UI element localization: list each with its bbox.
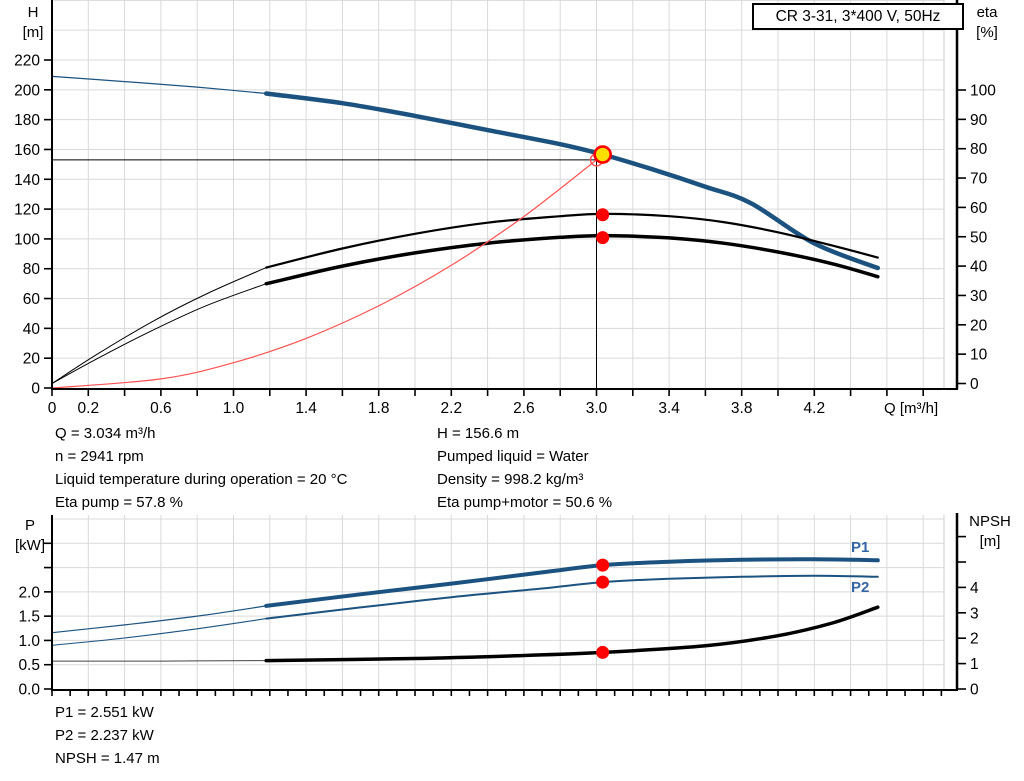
p2-point <box>596 575 610 589</box>
tick-label-x: 2.6 <box>513 400 535 417</box>
tick-label-right: 70 <box>970 171 988 188</box>
tick-label-right: 20 <box>970 317 988 334</box>
tick-label-x: 3.0 <box>586 400 608 417</box>
tick-label-right: 50 <box>970 229 988 246</box>
p-axis-unit: [kW] <box>15 537 45 554</box>
p2-curve-label: P2 <box>851 579 870 596</box>
tick-label-right: 1 <box>970 656 979 673</box>
operating-point <box>593 145 612 164</box>
tick-label-x: 1.8 <box>368 400 390 417</box>
eta-pump <box>265 212 879 269</box>
p1-ext <box>51 605 267 634</box>
tick-label-left: 1.0 <box>18 633 40 650</box>
tick-label-x: 0 <box>48 400 57 417</box>
tick-label-right: 0 <box>970 682 979 699</box>
p1-curve-label: P1 <box>851 539 870 556</box>
tick-label-x: 3.8 <box>731 400 753 417</box>
p1 <box>264 557 880 608</box>
annotation-p2: P2 = 2.237 kW <box>55 727 154 744</box>
npsh-axis-title: NPSH [m] <box>958 512 1022 552</box>
tick-label-right: 40 <box>970 259 988 276</box>
tick-label-x: 0.6 <box>150 400 172 417</box>
eta-pump-motor-point <box>596 231 610 245</box>
tick-label-x: 1.4 <box>295 400 317 417</box>
annotation-npsh: NPSH = 1.47 m <box>55 750 160 767</box>
pump-title-box: CR 3-31, 3*400 V, 50Hz <box>752 3 964 30</box>
tick-label-left: 0.0 <box>18 682 40 699</box>
eta-axis-title: eta [%] <box>963 3 1011 43</box>
eta-pump-motor <box>264 233 880 286</box>
h-axis-symbol: H <box>27 4 39 21</box>
tick-label-left: 140 <box>14 172 40 189</box>
tick-label-x: 2.2 <box>441 400 463 417</box>
tick-label-left: 120 <box>14 202 40 219</box>
tick-label-left: 220 <box>14 53 40 70</box>
tick-label-left: 80 <box>23 261 41 278</box>
annotation-head: H = 156.6 m <box>437 425 520 442</box>
p-axis-title: P [kW] <box>8 516 52 556</box>
p-axis-symbol: P <box>24 517 35 534</box>
annotation-temperature: Liquid temperature during operation = 20… <box>55 471 348 488</box>
tick-label-right: 90 <box>970 112 988 129</box>
eta-pump-point <box>596 208 610 222</box>
p1-point <box>596 558 610 572</box>
tick-label-left: 180 <box>14 112 40 129</box>
eta-pump-ext <box>51 267 267 384</box>
tick-label-right: 3 <box>970 605 979 622</box>
tick-label-right: 30 <box>970 288 988 305</box>
tick-label-left: 160 <box>14 142 40 159</box>
tick-label-x: 4.2 <box>804 400 826 417</box>
npsh-axis-symbol: NPSH <box>969 513 1011 530</box>
annotation-eta-pump: Eta pump = 57.8 % <box>55 494 183 511</box>
tick-label-left: 200 <box>14 82 40 99</box>
annotation-eta-total: Eta pump+motor = 50.6 % <box>437 494 613 511</box>
tick-label-right: 2 <box>970 631 979 648</box>
annotation-p1: P1 = 2.551 kW <box>55 704 154 721</box>
tick-label-right: 60 <box>970 200 988 217</box>
annotation-density: Density = 998.2 kg/m³ <box>437 471 584 488</box>
npsh-axis-unit: [m] <box>979 533 1001 550</box>
tick-label-right: 4 <box>970 580 979 597</box>
tick-label-x: 3.4 <box>658 400 680 417</box>
tick-label-left: 1.5 <box>18 609 40 626</box>
tick-label-right: 0 <box>970 376 979 393</box>
eta-pump-motor-ext <box>51 283 267 384</box>
npsh-point <box>596 645 610 659</box>
tick-label-right: 100 <box>970 83 996 100</box>
tick-label-left: 100 <box>14 231 40 248</box>
annotation-speed: n = 2941 rpm <box>55 448 144 465</box>
npsh-ext <box>51 660 267 662</box>
tick-label-left: 60 <box>23 291 41 308</box>
tick-label-left: 0 <box>31 381 40 398</box>
q-axis-label: Q [m³/h] <box>884 400 939 417</box>
head-curve-ext <box>51 75 267 95</box>
annotation-flow: Q = 3.034 m³/h <box>55 425 156 442</box>
tick-label-x: 0.2 <box>78 400 100 417</box>
system-curve <box>51 159 598 389</box>
h-axis-unit: [m] <box>22 24 44 41</box>
npsh <box>264 605 880 663</box>
tick-label-right: 80 <box>970 141 988 158</box>
h-axis-title: H [m] <box>12 3 54 43</box>
eta-axis-unit: [%] <box>976 24 998 41</box>
tick-label-left: 0.5 <box>18 657 40 674</box>
tick-label-left: 2.0 <box>18 584 40 601</box>
p2 <box>265 574 879 620</box>
tick-label-left: 20 <box>23 351 41 368</box>
p2-ext <box>51 618 267 646</box>
tick-label-x: 1.0 <box>223 400 245 417</box>
tick-label-left: 40 <box>23 321 41 338</box>
annotation-liquid: Pumped liquid = Water <box>437 448 589 465</box>
tick-label-right: 10 <box>970 347 988 364</box>
eta-axis-symbol: eta <box>976 4 998 21</box>
